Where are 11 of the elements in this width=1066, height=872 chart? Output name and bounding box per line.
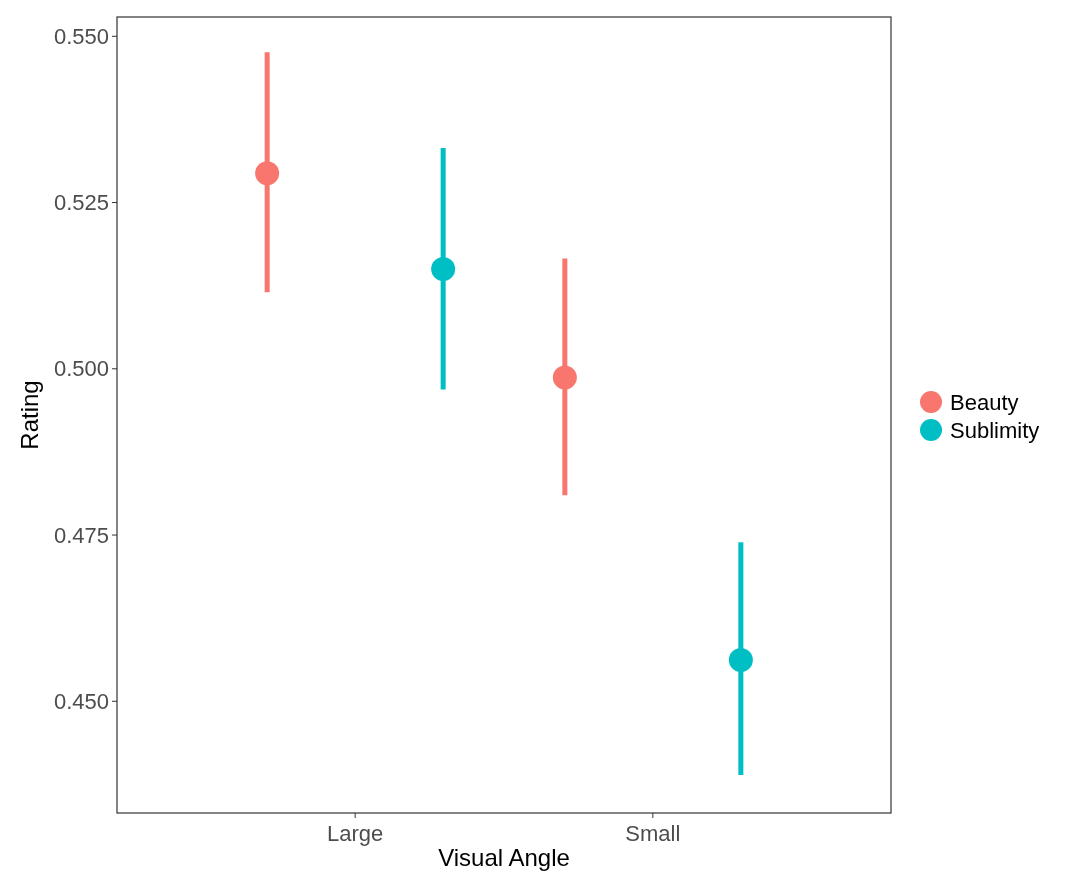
legend-label: Beauty xyxy=(950,389,1019,415)
x-axis-title: Visual Angle xyxy=(438,844,570,871)
y-axis-title: Rating xyxy=(16,380,43,450)
y-tick-label: 0.450 xyxy=(53,688,109,714)
y-tick-label: 0.550 xyxy=(53,23,109,49)
y-tick-label: 0.500 xyxy=(53,356,109,382)
y-tick-label: 0.525 xyxy=(53,190,109,216)
x-tick-label: Small xyxy=(625,821,681,846)
x-tick-label: Large xyxy=(327,821,384,846)
legend-label: Sublimity xyxy=(950,417,1040,443)
y-tick-label: 0.475 xyxy=(53,522,109,548)
